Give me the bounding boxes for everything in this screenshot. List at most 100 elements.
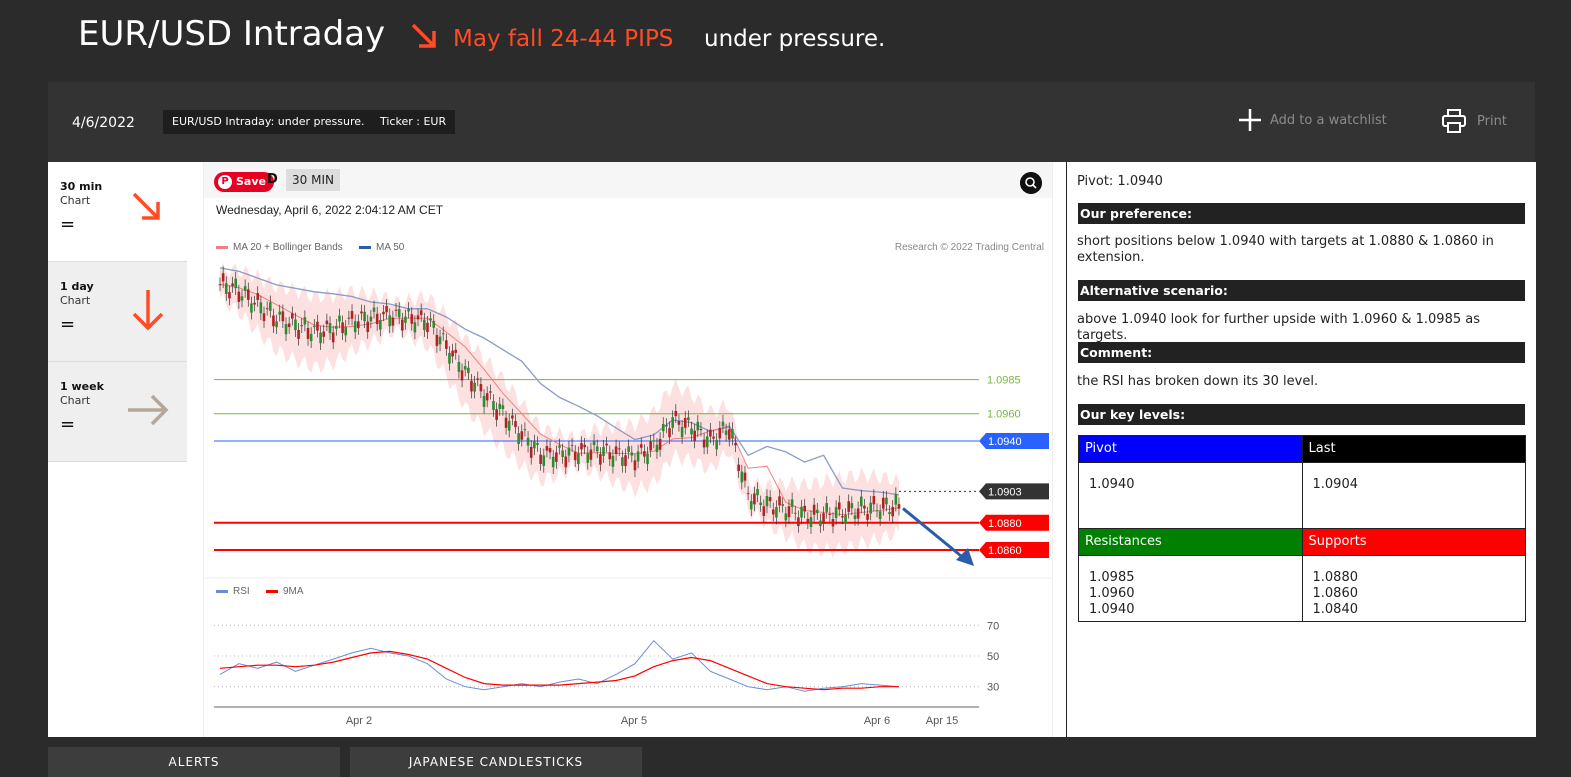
candle-body: [800, 506, 803, 518]
sidebar-item-1week[interactable]: 1 week Chart =: [48, 362, 187, 462]
page-header: EUR/USD Intraday May fall 24-44 PIPS und…: [0, 0, 1571, 82]
candle-body: [256, 293, 260, 300]
sidebar-item-value: =: [60, 314, 76, 335]
candle-body: [272, 315, 275, 327]
candle-body: [441, 333, 445, 335]
ticker-tag[interactable]: Ticker : EUR: [371, 110, 456, 134]
candle-body: [331, 332, 335, 343]
candle-body: [561, 450, 564, 457]
candle-body: [265, 308, 269, 310]
candle-body: [888, 512, 891, 515]
price-chart: 1.0985 1.0960 1.0940 1.0903 1.0880 1.0860 70 50…: [204, 262, 1052, 727]
rsi-line: [219, 639, 900, 692]
title-tag[interactable]: EUR/USD Intraday: under pressure.: [163, 110, 374, 134]
printer-icon: [1442, 109, 1466, 133]
candle-body: [699, 428, 703, 430]
candle-body: [526, 437, 530, 446]
candle-body: [300, 325, 304, 327]
candle-body: [661, 423, 665, 432]
candle-body: [775, 507, 778, 518]
candle-body: [404, 316, 407, 323]
candle-body: [674, 410, 678, 417]
candle-body: [850, 503, 854, 509]
arrow-down-icon: [132, 290, 164, 331]
candle-body: [724, 430, 728, 435]
sidebar-item-label: 1 day: [60, 280, 94, 293]
candle-body: [419, 310, 423, 316]
candle-body: [891, 506, 895, 517]
candle-body: [357, 321, 360, 329]
candle-body: [847, 501, 851, 512]
candle-body: [533, 441, 536, 449]
candle-body: [611, 455, 615, 467]
candle-body: [495, 409, 498, 420]
candle-body: [573, 451, 577, 461]
candle-body: [306, 327, 310, 339]
candle-body: [570, 445, 574, 447]
pinterest-save-button[interactable]: P Save: [214, 172, 274, 192]
candle-body: [797, 517, 800, 526]
candle-body: [224, 283, 228, 295]
candle-body: [448, 352, 451, 364]
candle-body: [407, 308, 410, 312]
candle-body: [784, 513, 788, 521]
sidebar-item-sub: Chart: [60, 194, 91, 207]
rsi-tick-label: 30: [987, 682, 999, 694]
pivot-header: Pivot: [1078, 435, 1303, 463]
candle-body: [658, 438, 662, 450]
legend-9ma: 9MA: [266, 586, 304, 597]
level-tag: [979, 432, 1049, 449]
candle-body: [240, 296, 244, 301]
pinterest-icon: P: [218, 175, 232, 189]
candle-body: [341, 322, 344, 334]
resistances-header: Resistances: [1078, 528, 1303, 556]
preference-text: short positions below 1.0940 with target…: [1077, 234, 1494, 265]
candle-body: [470, 380, 473, 392]
candle-body: [614, 446, 618, 455]
candle-body: [394, 309, 398, 311]
candle-body: [734, 443, 737, 446]
candle-body: [878, 511, 882, 520]
candle-body: [834, 507, 838, 519]
candle-body: [743, 472, 747, 481]
candle-body: [652, 440, 656, 442]
candle-body: [366, 321, 370, 333]
candle-body: [853, 515, 857, 520]
sidebar-item-1day[interactable]: 1 day Chart =: [48, 262, 187, 362]
candle-body: [218, 284, 222, 286]
zoom-icon[interactable]: [1020, 172, 1042, 194]
candle-body: [536, 443, 539, 445]
candle-body: [335, 325, 338, 329]
legend-rsi-label: RSI: [233, 586, 250, 597]
candle-body: [460, 370, 464, 381]
alerts-tab[interactable]: ALERTS: [48, 747, 340, 777]
sidebar-item-30min[interactable]: 30 min Chart =: [48, 162, 187, 262]
add-to-watchlist-button[interactable]: Add to a watchlist: [1238, 108, 1387, 132]
print-button[interactable]: Print: [1441, 108, 1507, 134]
candle-body: [520, 431, 524, 440]
candle-body: [875, 510, 879, 512]
x-tick-label: Apr 2: [346, 715, 372, 727]
analysis-panel: Pivot: 1.0940 Our preference: short posi…: [1066, 162, 1536, 737]
candle-body: [677, 421, 681, 425]
page-title: EUR/USD Intraday: [78, 14, 386, 54]
candle-body: [438, 336, 442, 345]
candle-body: [492, 401, 495, 410]
candle-body: [504, 417, 508, 428]
candle-body: [287, 323, 291, 328]
candle-body: [781, 504, 784, 506]
candle-body: [467, 367, 470, 374]
candle-body: [665, 425, 668, 427]
x-tick-label: Apr 15: [926, 715, 958, 727]
candle-body: [859, 496, 863, 507]
candle-body: [768, 497, 772, 502]
timeframe-badge[interactable]: 30 MIN: [286, 169, 340, 191]
candle-body: [347, 317, 351, 319]
sidebar-item-label: 1 week: [60, 380, 104, 393]
candle-body: [621, 457, 624, 466]
candlesticks-tab[interactable]: JAPANESE CANDLESTICKS: [350, 747, 642, 777]
resistances-values: 1.0985 1.0960 1.0940: [1078, 555, 1303, 622]
candle-body: [558, 445, 561, 448]
candle-body: [841, 516, 844, 518]
candle-body: [243, 286, 247, 291]
